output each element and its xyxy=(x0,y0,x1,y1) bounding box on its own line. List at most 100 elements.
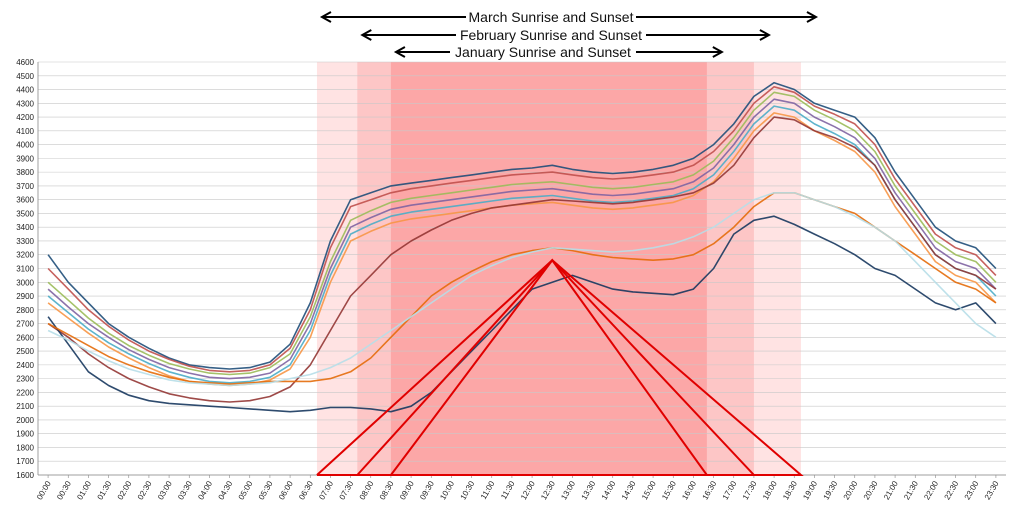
x-tick-label: 08:30 xyxy=(378,479,396,501)
y-tick-label: 2400 xyxy=(16,361,34,370)
series-line-2 xyxy=(47,86,997,373)
x-tick-label: 10:00 xyxy=(438,479,456,501)
y-tick-label: 3500 xyxy=(16,209,34,218)
annotation-february: February Sunrise and Sunset xyxy=(460,27,642,43)
x-tick-label: 05:00 xyxy=(237,479,255,501)
y-tick-label: 2100 xyxy=(16,402,34,411)
x-tick-label: 18:30 xyxy=(781,479,799,501)
series-line-3 xyxy=(47,91,997,376)
series-line-1 xyxy=(47,81,997,370)
x-tick-label: 08:00 xyxy=(358,479,376,501)
x-tick-label: 20:00 xyxy=(842,479,860,501)
x-tick-label: 11:00 xyxy=(479,479,497,501)
y-tick-label: 3200 xyxy=(16,251,34,260)
arrow-head-right xyxy=(712,46,724,58)
x-tick-label: 00:30 xyxy=(55,479,73,501)
y-tick-label: 3100 xyxy=(16,265,34,274)
series-line-5 xyxy=(47,105,997,384)
y-tick-label: 4600 xyxy=(16,58,34,67)
y-tick-label: 2200 xyxy=(16,388,34,397)
series-line-7 xyxy=(47,116,997,403)
series-lines xyxy=(47,81,997,413)
y-tick-label: 2700 xyxy=(16,320,34,329)
x-tick-label: 09:30 xyxy=(418,479,436,501)
x-tick-label: 14:30 xyxy=(620,479,638,501)
x-tick-label: 06:00 xyxy=(277,479,295,501)
y-tick-label: 3600 xyxy=(16,196,34,205)
x-tick-label: 07:30 xyxy=(338,479,356,501)
x-tick-label: 02:00 xyxy=(116,479,134,501)
x-tick-label: 17:30 xyxy=(741,479,759,501)
x-tick-label: 22:00 xyxy=(922,479,940,501)
x-tick-label: 16:00 xyxy=(680,479,698,501)
x-tick-label: 21:00 xyxy=(882,479,900,501)
y-tick-label: 3300 xyxy=(16,237,34,246)
y-tick-label: 1700 xyxy=(16,457,34,466)
y-tick-label: 3000 xyxy=(16,278,34,287)
y-tick-label: 4100 xyxy=(16,127,34,136)
arrow-head-left xyxy=(319,11,332,23)
x-tick-label: 13:00 xyxy=(559,479,577,501)
x-tick-label: 14:00 xyxy=(600,479,618,501)
arrow-head-right xyxy=(759,29,771,41)
x-tick-label: 22:30 xyxy=(943,479,961,501)
x-tick-label: 18:00 xyxy=(761,479,779,501)
y-tick-label: 2000 xyxy=(16,416,34,425)
x-tick-label: 12:00 xyxy=(519,479,537,501)
y-tick-label: 3400 xyxy=(16,223,34,232)
annotation-march: March Sunrise and Sunset xyxy=(469,9,634,25)
x-tick-label: 15:30 xyxy=(660,479,678,501)
series-line-10 xyxy=(47,192,997,387)
x-tick-label: 04:00 xyxy=(196,479,214,501)
grid-lines xyxy=(37,61,1006,476)
y-tick-label: 4000 xyxy=(16,141,34,150)
y-tick-label: 4400 xyxy=(16,86,34,95)
x-tick-label: 16:30 xyxy=(701,479,719,501)
arrow-head-right xyxy=(806,11,819,23)
x-tick-label: 02:30 xyxy=(136,479,154,501)
arrow-head-left xyxy=(360,29,372,41)
x-tick-label: 07:00 xyxy=(317,479,335,501)
x-tick-label: 13:30 xyxy=(580,479,598,501)
y-tick-label: 2600 xyxy=(16,333,34,342)
y-tick-label: 3700 xyxy=(16,182,34,191)
y-tick-label: 4500 xyxy=(16,72,34,81)
x-tick-label: 03:00 xyxy=(156,479,174,501)
x-tick-label: 01:30 xyxy=(96,479,114,501)
daylight-triangle-3 xyxy=(390,258,709,476)
x-tick-label: 21:30 xyxy=(902,479,920,501)
x-tick-label: 10:30 xyxy=(459,479,477,501)
x-tick-label: 09:00 xyxy=(398,479,416,501)
y-tick-label: 1900 xyxy=(16,430,34,439)
x-tick-label: 19:30 xyxy=(822,479,840,501)
y-tick-label: 4300 xyxy=(16,99,34,108)
x-tick-label: 01:00 xyxy=(75,479,93,501)
x-tick-label: 15:00 xyxy=(640,479,658,501)
x-tick-label: 00:00 xyxy=(35,479,53,501)
x-tick-label: 06:30 xyxy=(297,479,315,501)
y-axis-ticks: 1600 1700 1800 1900 2000 2100 2200 2300 2400 2500… xyxy=(16,58,34,480)
x-tick-label: 11:30 xyxy=(499,479,517,501)
series-line-4 xyxy=(47,98,997,380)
x-tick-label: 03:30 xyxy=(176,479,194,501)
x-tick-label: 23:30 xyxy=(983,479,1001,501)
y-tick-label: 3900 xyxy=(16,154,34,163)
x-tick-label: 12:30 xyxy=(539,479,557,501)
y-tick-label: 1600 xyxy=(16,471,34,480)
x-tick-label: 19:00 xyxy=(801,479,819,501)
y-tick-label: 2300 xyxy=(16,375,34,384)
x-tick-label: 04:30 xyxy=(217,479,235,501)
y-tick-label: 2800 xyxy=(16,306,34,315)
x-tick-label: 20:30 xyxy=(862,479,880,501)
y-tick-label: 4200 xyxy=(16,113,34,122)
range-arrows xyxy=(319,11,819,58)
y-tick-label: 3800 xyxy=(16,168,34,177)
midday-triangles xyxy=(316,258,804,476)
arrow-head-left xyxy=(393,46,406,58)
x-tick-label: 23:00 xyxy=(963,479,981,501)
y-tick-label: 2500 xyxy=(16,347,34,356)
x-tick-label: 05:30 xyxy=(257,479,275,501)
y-tick-label: 2900 xyxy=(16,292,34,301)
